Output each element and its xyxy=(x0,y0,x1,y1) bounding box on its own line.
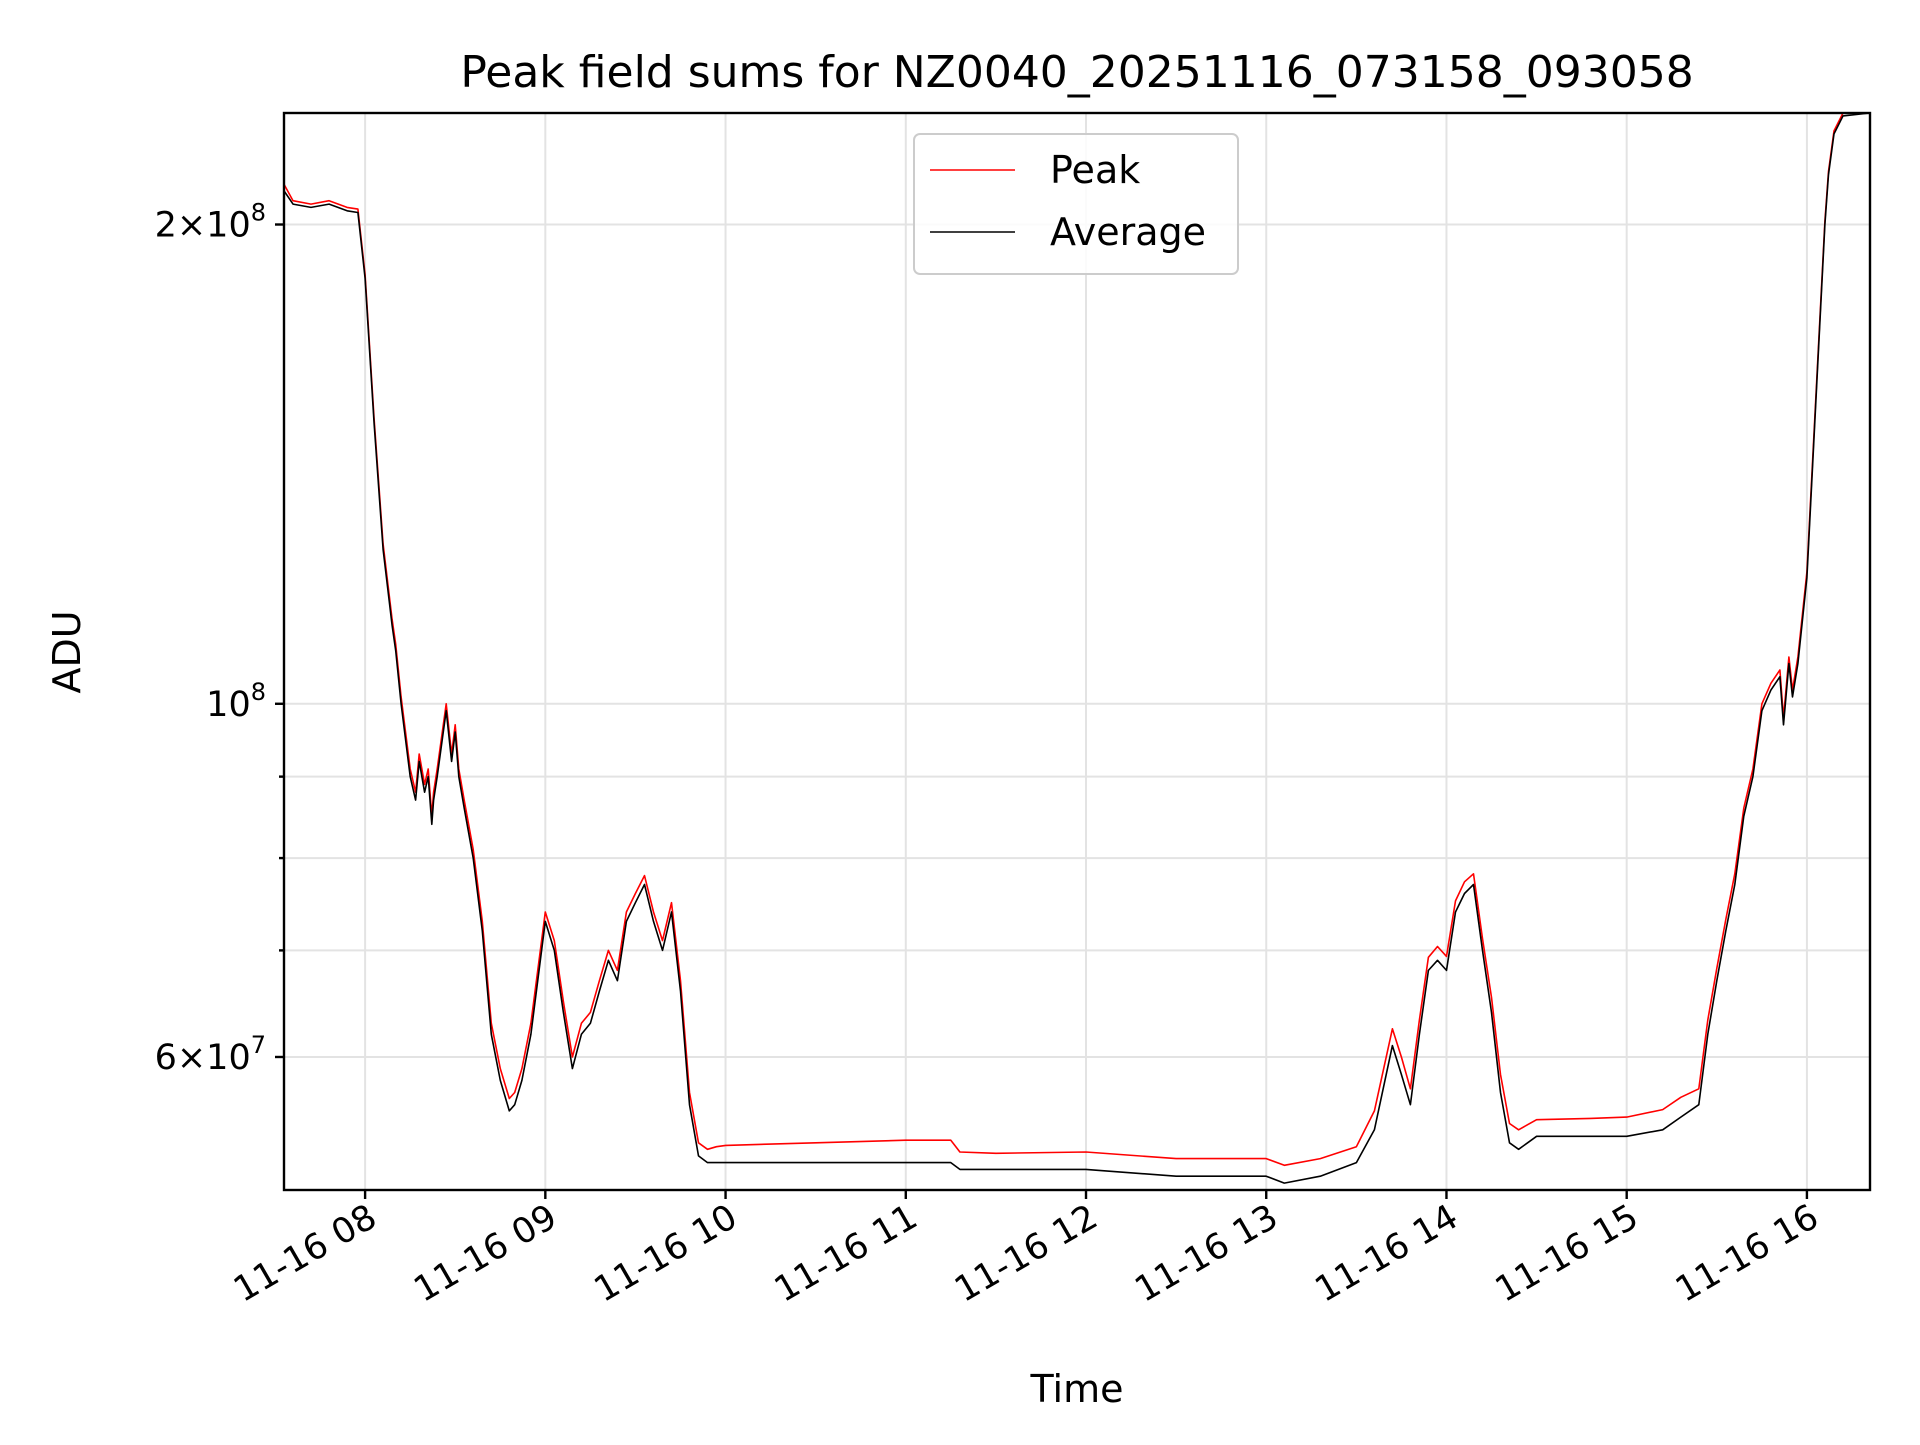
y-tick-label: 2×108 xyxy=(155,199,266,246)
legend-peak-label: Peak xyxy=(1050,148,1140,192)
chart-title: Peak field sums for NZ0040_20251116_0731… xyxy=(460,47,1693,98)
y-tick-label: 6×107 xyxy=(155,1031,266,1078)
y-tick-label: 108 xyxy=(206,678,266,725)
series-average-line xyxy=(284,113,1870,1184)
plot-frame xyxy=(282,111,1872,1192)
legend: Peak Average xyxy=(913,133,1239,275)
legend-box xyxy=(913,133,1239,275)
y-axis-label: ADU xyxy=(45,610,89,693)
series-layer xyxy=(284,113,1870,1184)
legend-average-label: Average xyxy=(1050,210,1206,254)
series-peak-line xyxy=(284,113,1870,1167)
x-axis-label: Time xyxy=(1030,1367,1124,1411)
